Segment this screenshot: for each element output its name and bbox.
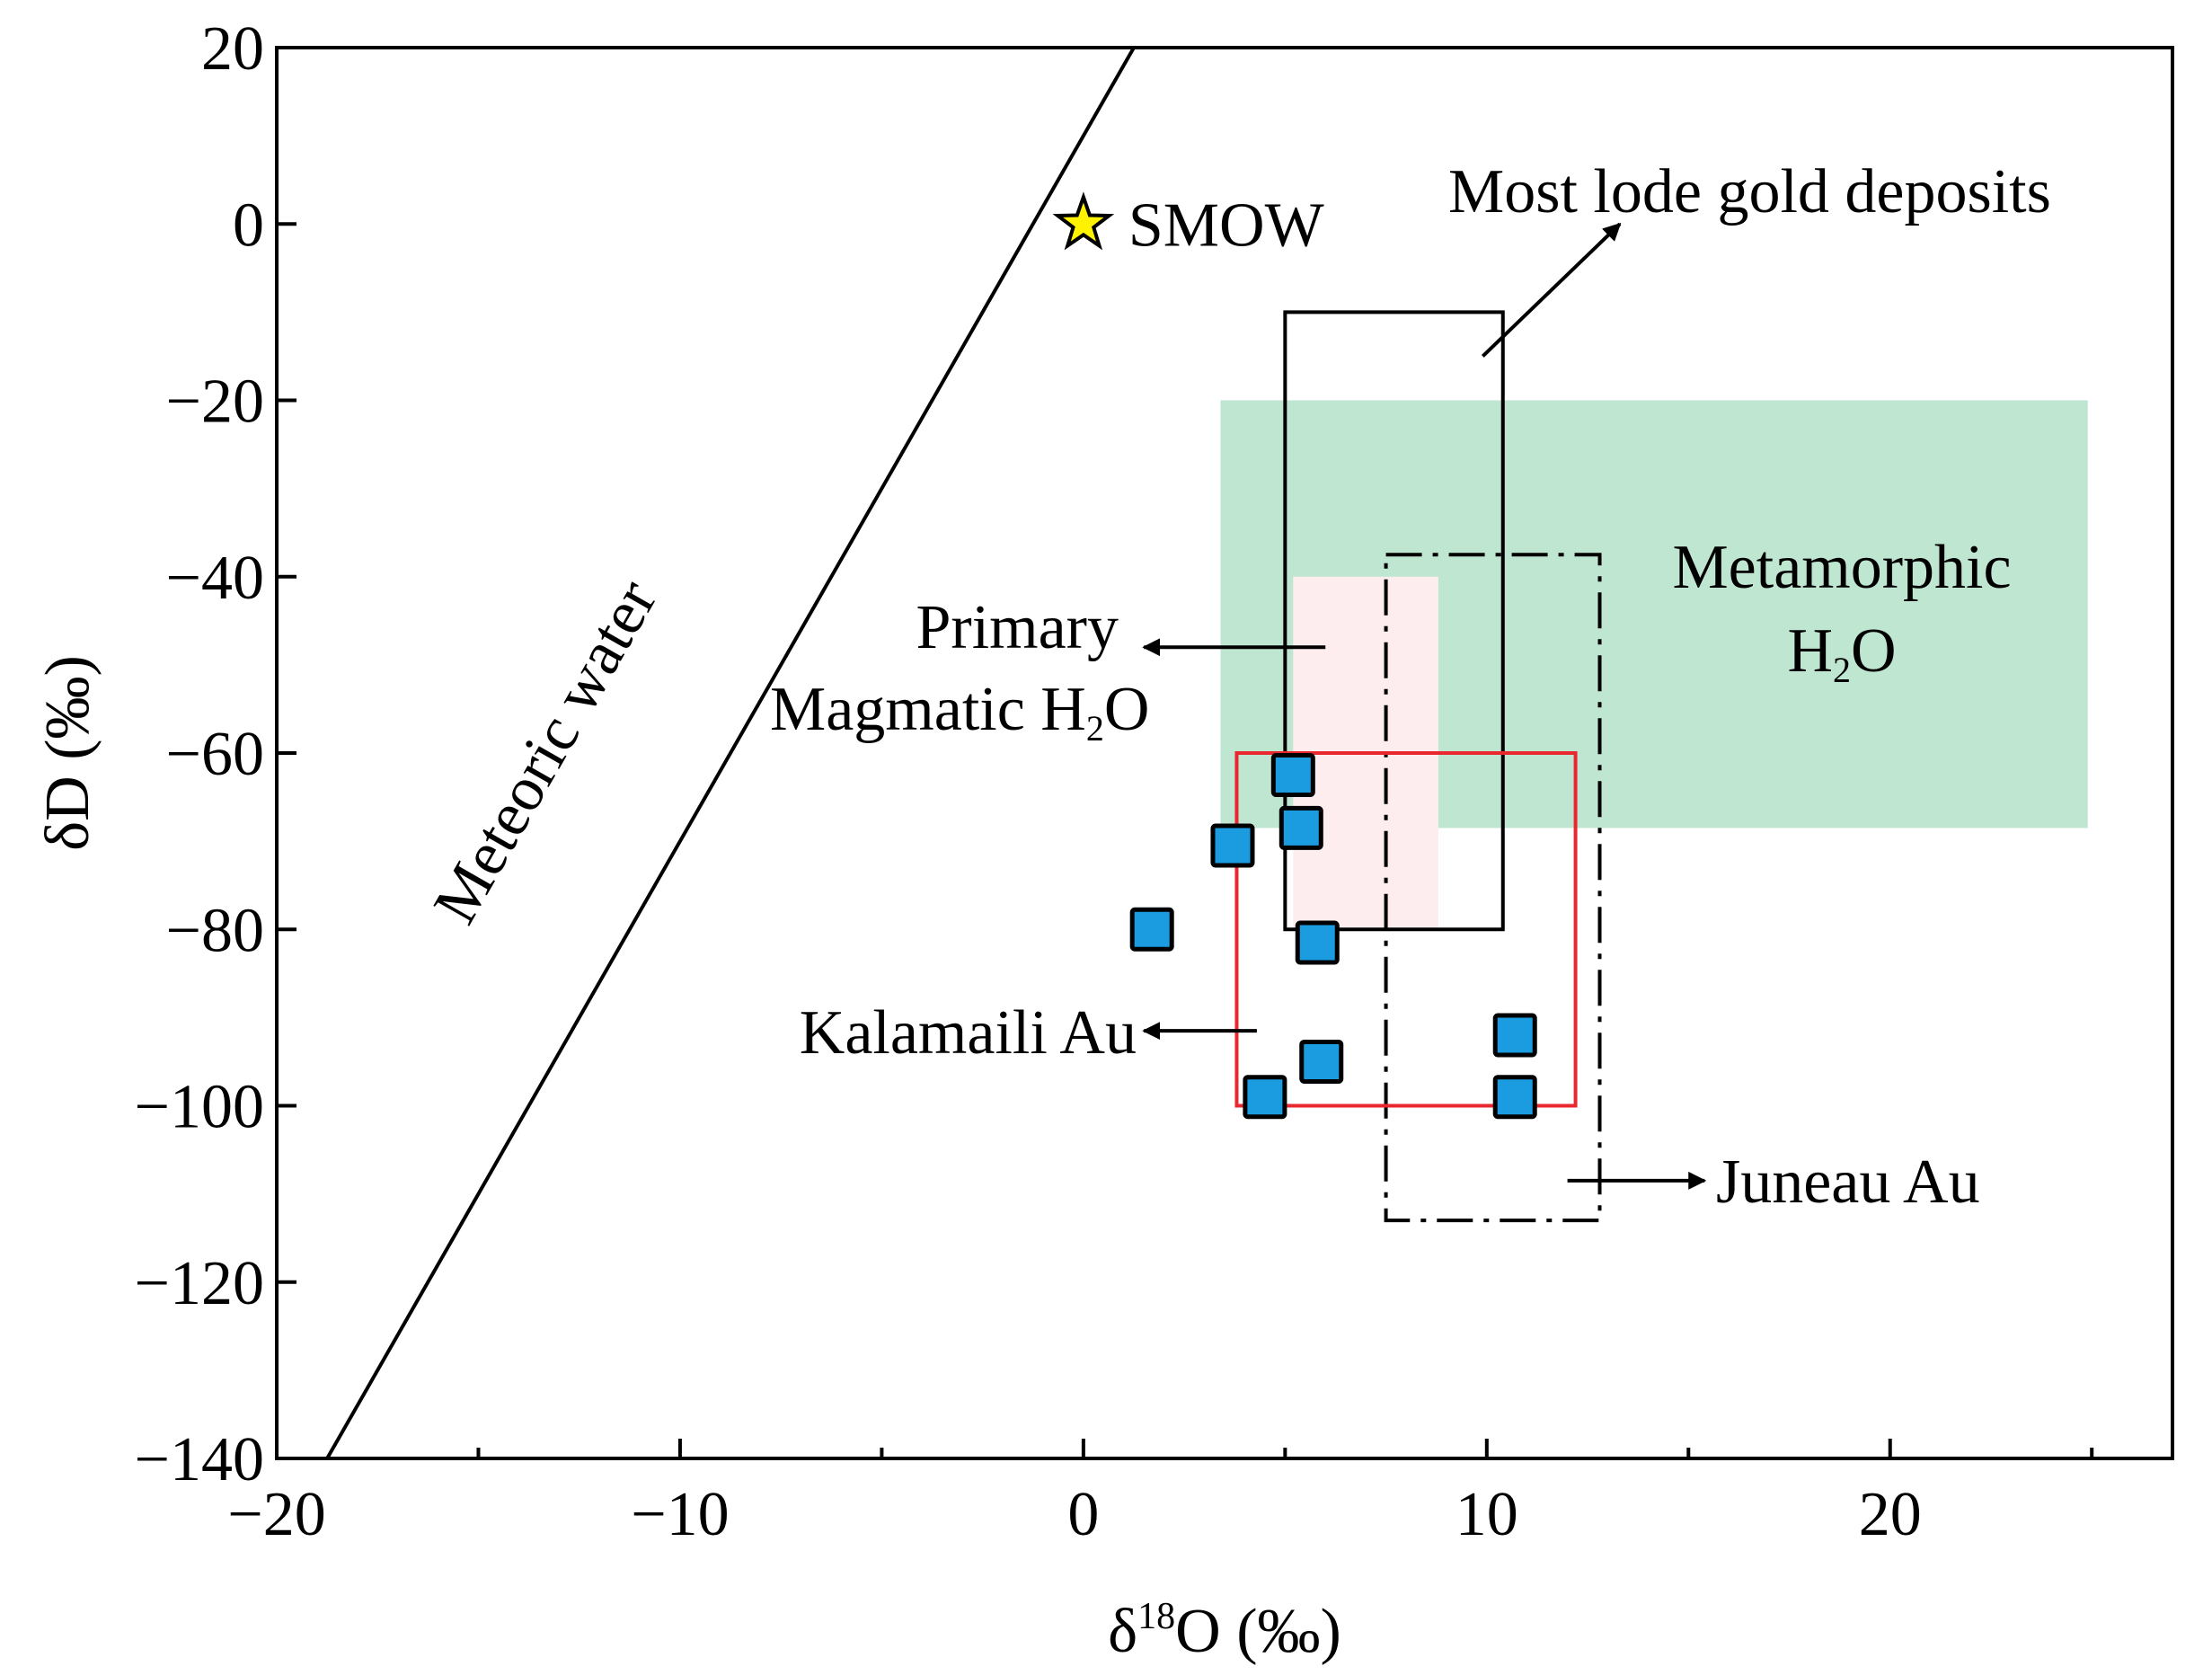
- y-tick-label-7: −120: [135, 1249, 264, 1318]
- y-tick-label-8: −140: [135, 1425, 264, 1494]
- meteoric-water-line: [325, 47, 1136, 1459]
- y-tick-label-6: −100: [135, 1073, 264, 1142]
- x-tick-label-3: 10: [1455, 1480, 1518, 1549]
- ticks-layer: [275, 46, 2094, 1460]
- y-tick-label-3: −40: [166, 544, 264, 613]
- data-point-9: [1492, 1075, 1537, 1120]
- data-point-5: [1295, 920, 1340, 965]
- metamorphic-sub2: 2: [1833, 650, 1851, 690]
- kalamaili-au-label: Kalamaili Au: [800, 998, 1137, 1068]
- x-tick-label-1: −10: [631, 1480, 729, 1549]
- x-tick-label-2: 0: [1067, 1480, 1099, 1549]
- primary-magmatic-h: Magmatic H: [770, 675, 1086, 744]
- y-tick-label-2: −20: [166, 368, 264, 437]
- meteoric-water-label: Meteoric water: [420, 569, 670, 935]
- data-point-7: [1243, 1075, 1287, 1120]
- data-point-1: [1270, 753, 1315, 798]
- data-point-8: [1492, 1013, 1537, 1058]
- metamorphic-label-line2: H2O: [1787, 616, 1896, 690]
- metamorphic-h: H: [1787, 616, 1833, 686]
- data-point-2: [1210, 823, 1255, 868]
- x-axis-title: δ18O (‰): [1108, 1596, 1341, 1666]
- y-tick-label-4: −60: [166, 720, 264, 789]
- juneau-au-label: Juneau Au: [1716, 1148, 1980, 1217]
- sample-points: [1129, 753, 1537, 1120]
- y-tick-label-5: −80: [166, 896, 264, 965]
- most-lode-gold-deposits-box: [1283, 310, 1505, 932]
- smow-label: SMOW: [1128, 191, 1324, 260]
- metamorphic-label-line1: Metamorphic: [1672, 533, 2011, 602]
- x-tick-label-0: −20: [227, 1480, 325, 1549]
- most-lode-arrow: [1481, 222, 1622, 358]
- primary-label-line2: Magmatic H2O: [770, 675, 1149, 749]
- x-title-delta: δ: [1108, 1597, 1137, 1666]
- smow-star-icon: [1052, 191, 1115, 251]
- most-lode-gold-deposits-label: Most lode gold deposits: [1448, 157, 2051, 226]
- data-point-4: [1129, 907, 1174, 952]
- primary-sub2: 2: [1086, 708, 1104, 749]
- data-point-6: [1299, 1039, 1344, 1084]
- metamorphic-o: O: [1851, 616, 1897, 686]
- kalamaili-au-box: [1234, 751, 1578, 1108]
- primary-label-line1: Primary: [916, 593, 1119, 662]
- y-tick-label-0: 20: [201, 14, 264, 84]
- x-title-sup: 18: [1137, 1596, 1175, 1637]
- y-axis-title: δD (‰): [33, 655, 102, 851]
- arrows-layer: [1142, 222, 1707, 1190]
- y-tick-label-1: 0: [233, 191, 264, 260]
- data-point-3: [1279, 805, 1323, 850]
- x-title-rest: O (‰): [1175, 1597, 1341, 1666]
- x-tick-label-4: 20: [1859, 1480, 1922, 1549]
- primary-o: O: [1104, 675, 1150, 744]
- fields-layer: [1220, 400, 2088, 930]
- boxes-layer: [1234, 310, 1602, 1223]
